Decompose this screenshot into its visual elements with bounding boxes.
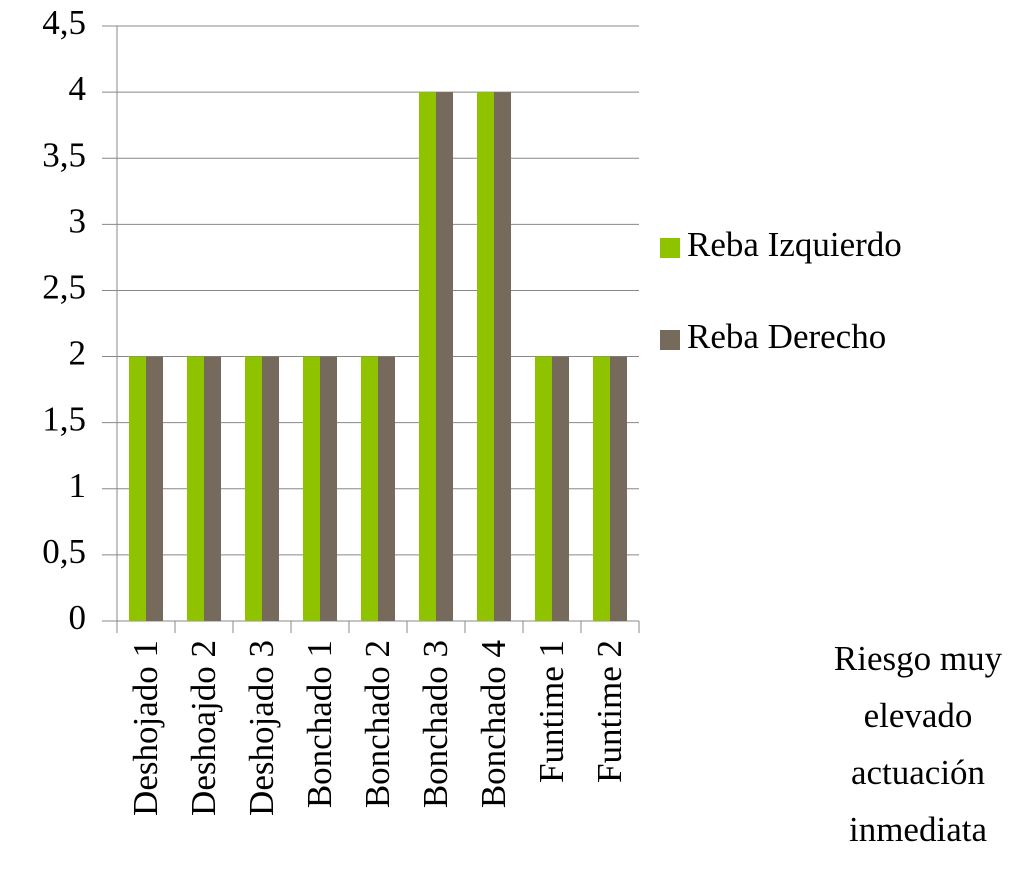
y-tick-label: 2: [69, 334, 87, 373]
annotation: elevado: [864, 696, 973, 735]
bar: [303, 356, 320, 621]
x-tick-label: Deshoajdo 2: [184, 640, 223, 816]
bar: [378, 356, 395, 621]
y-tick-label: 1,5: [42, 400, 86, 439]
y-tick-label: 4,5: [42, 3, 86, 42]
bar: [477, 92, 494, 622]
y-tick-label: 2,5: [42, 267, 86, 306]
bar: [419, 92, 436, 622]
x-tick-label: Bonchado 1: [300, 640, 339, 808]
bar: [361, 356, 378, 621]
bar: [245, 356, 262, 621]
x-tick-label: Funtime 2: [590, 640, 629, 783]
bar: [187, 356, 204, 621]
y-tick-label: 3: [69, 201, 87, 240]
bar: [320, 356, 337, 621]
bar: [593, 356, 610, 621]
x-tick-label: Funtime 1: [532, 640, 571, 783]
bar: [262, 356, 279, 621]
legend-swatch: [660, 238, 680, 258]
bar: [552, 356, 569, 621]
x-tick-label: Bonchado 4: [474, 640, 513, 808]
bar: [610, 356, 627, 621]
bar: [146, 356, 163, 621]
bar: [129, 356, 146, 621]
y-tick-label: 4: [69, 69, 87, 108]
legend-label: Reba Izquierdo: [687, 225, 902, 264]
x-tick-label: Bonchado 2: [358, 640, 397, 808]
annotation: inmediata: [849, 810, 987, 849]
y-tick-label: 3,5: [42, 135, 86, 174]
x-tick-label: Bonchado 3: [416, 640, 455, 808]
bar: [494, 92, 511, 622]
bar: [204, 356, 221, 621]
y-tick-label: 0: [69, 598, 87, 637]
y-tick-label: 0,5: [42, 532, 86, 571]
bar: [535, 356, 552, 621]
bar: [436, 92, 453, 622]
annotation: actuación: [851, 753, 985, 792]
x-tick-label: Deshojado 3: [242, 640, 281, 816]
legend-swatch: [660, 330, 680, 350]
legend-label: Reba Derecho: [687, 317, 886, 356]
x-tick-label: Deshojado 1: [126, 640, 165, 816]
y-tick-label: 1: [69, 466, 87, 505]
annotation: Riesgo muy: [834, 639, 1003, 678]
